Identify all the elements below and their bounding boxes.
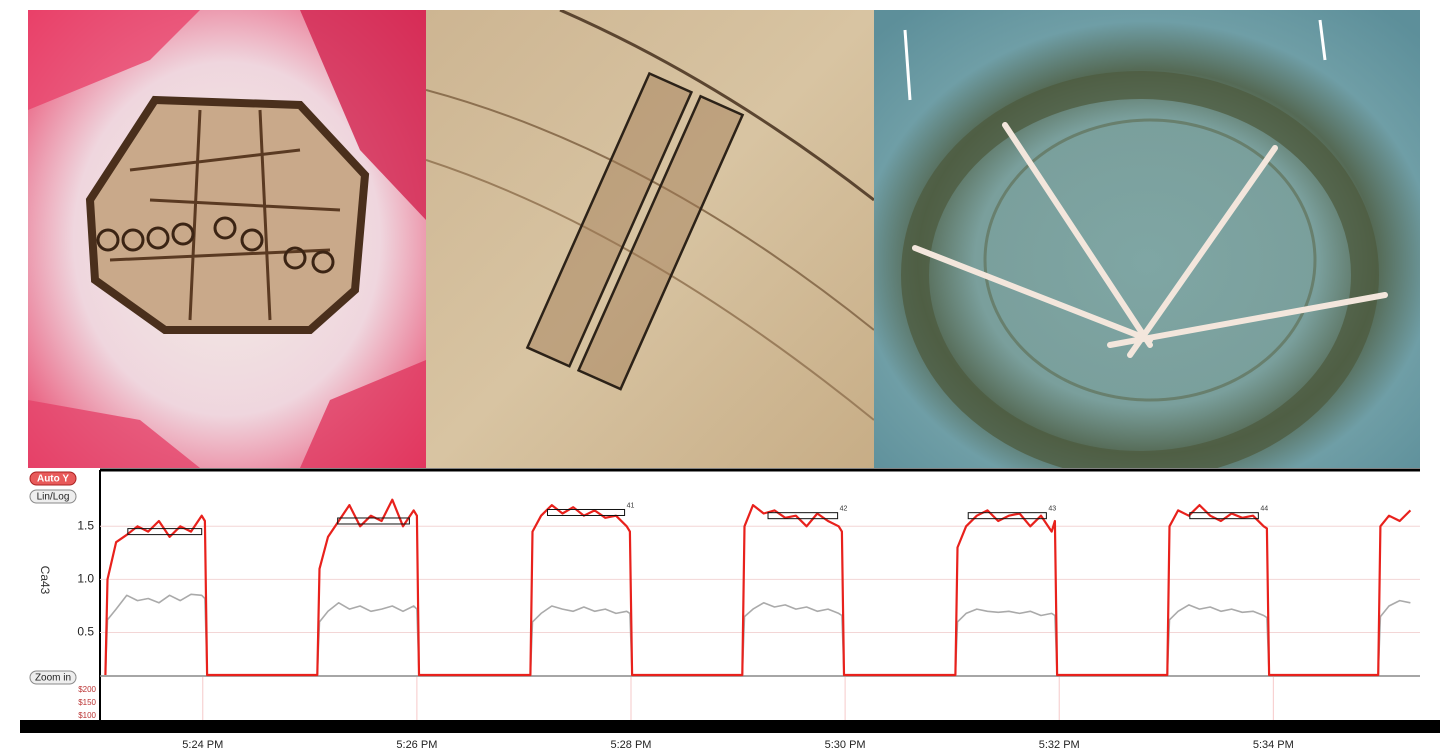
x-tick-label: 5:24 PM — [182, 739, 223, 751]
marker-label: 43 — [1048, 506, 1056, 513]
x-tick-label: 5:34 PM — [1253, 739, 1294, 751]
photo-crystal — [28, 10, 426, 468]
button-label[interactable]: Zoom in — [35, 673, 71, 684]
x-tick-label: 5:28 PM — [611, 739, 652, 751]
photo-grid — [426, 10, 874, 468]
x-tick-label: 5:32 PM — [1039, 739, 1080, 751]
button-label[interactable]: Lin/Log — [37, 492, 70, 503]
screen: Ca43 Auto Y Lin/Log Zoom in $200 $150 $1… — [0, 0, 1440, 753]
marker-label: 41 — [627, 502, 635, 509]
plot-area — [100, 469, 1420, 675]
button-label[interactable]: Auto Y — [37, 474, 69, 485]
y-axis-label: Ca43 — [38, 566, 52, 595]
lower-tick-label: $200 — [78, 685, 96, 694]
scrollbar — [20, 720, 1440, 733]
x-tick-label: 5:30 PM — [825, 739, 866, 751]
marker-label: 42 — [840, 506, 848, 513]
lower-tick-label: $150 — [78, 698, 96, 707]
y-tick-label: 1.0 — [77, 572, 94, 586]
lower-tick-label: $100 — [78, 711, 96, 720]
x-tick-label: 5:26 PM — [396, 739, 437, 751]
toolbar: Auto Y Lin/Log Zoom in $200 $150 $100 — [30, 472, 97, 720]
y-tick-label: 0.5 — [77, 625, 94, 639]
photo-inclusion — [874, 10, 1420, 468]
y-tick-label: 1.5 — [77, 518, 94, 532]
marker-label: 44 — [1260, 506, 1268, 513]
